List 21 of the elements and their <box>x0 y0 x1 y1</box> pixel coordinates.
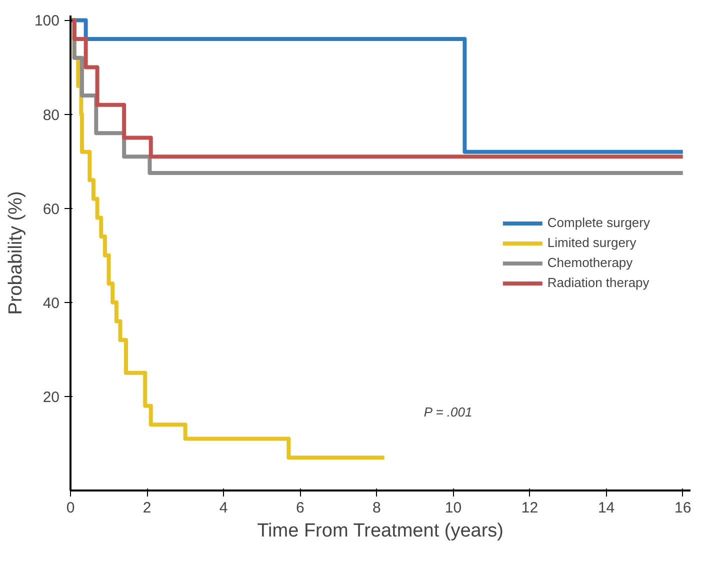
x-tick-label: 16 <box>674 500 692 516</box>
legend-label: Limited surgery <box>547 235 636 250</box>
y-axis-title: Probability (%) <box>5 191 26 315</box>
y-tick-label: 60 <box>42 200 60 218</box>
x-tick-label: 10 <box>444 500 462 516</box>
annotation: P = .001 <box>424 404 472 420</box>
x-tick-label: 4 <box>219 500 228 516</box>
legend-label: Chemotherapy <box>547 255 633 270</box>
x-tick-label: 6 <box>296 500 304 516</box>
y-tick-label: 20 <box>42 388 60 406</box>
x-tick-label: 2 <box>142 500 152 516</box>
y-tick-label: 80 <box>42 106 60 124</box>
legend-label: Complete surgery <box>547 215 650 230</box>
x-tick-label: 14 <box>598 500 615 516</box>
x-tick-label: 0 <box>66 500 75 516</box>
y-tick-label: 100 <box>34 12 60 30</box>
x-tick-label: 8 <box>372 500 381 516</box>
x-tick-label: 12 <box>521 500 538 516</box>
legend-label: Radiation therapy <box>547 275 650 290</box>
y-tick-label: 40 <box>42 294 60 312</box>
x-axis-title: Time From Treatment (years) <box>257 520 504 542</box>
